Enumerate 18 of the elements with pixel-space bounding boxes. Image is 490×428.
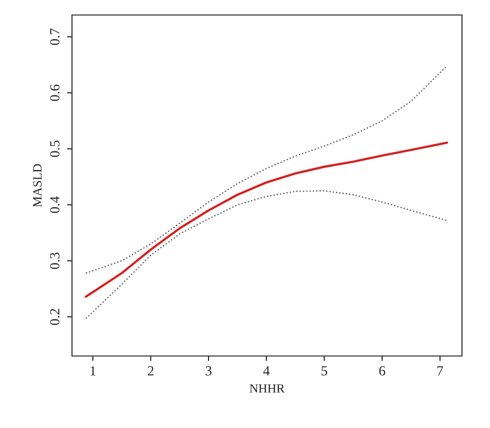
y-tick-label: 0.5 xyxy=(50,140,60,157)
x-tick-label: 7 xyxy=(437,366,444,376)
x-tick-label: 3 xyxy=(206,366,212,376)
y-axis-title: MASLD xyxy=(33,164,42,208)
line-series xyxy=(84,142,448,298)
x-tick-label: 6 xyxy=(379,366,386,376)
y-tick-label: 0.2 xyxy=(50,308,60,325)
x-tick-label: 1 xyxy=(90,366,96,376)
x-axis-title: NHHR xyxy=(250,384,285,393)
x-tick-label: 2 xyxy=(148,366,154,376)
y-tick-label: 0.7 xyxy=(50,28,60,45)
x-tick-label: 5 xyxy=(322,366,328,376)
line-series xyxy=(85,190,448,320)
y-tick-label: 0.3 xyxy=(50,252,60,269)
line-series xyxy=(85,65,448,274)
y-tick-label: 0.4 xyxy=(50,196,60,213)
y-tick-label: 0.6 xyxy=(50,84,60,101)
x-tick-label: 4 xyxy=(263,366,270,376)
